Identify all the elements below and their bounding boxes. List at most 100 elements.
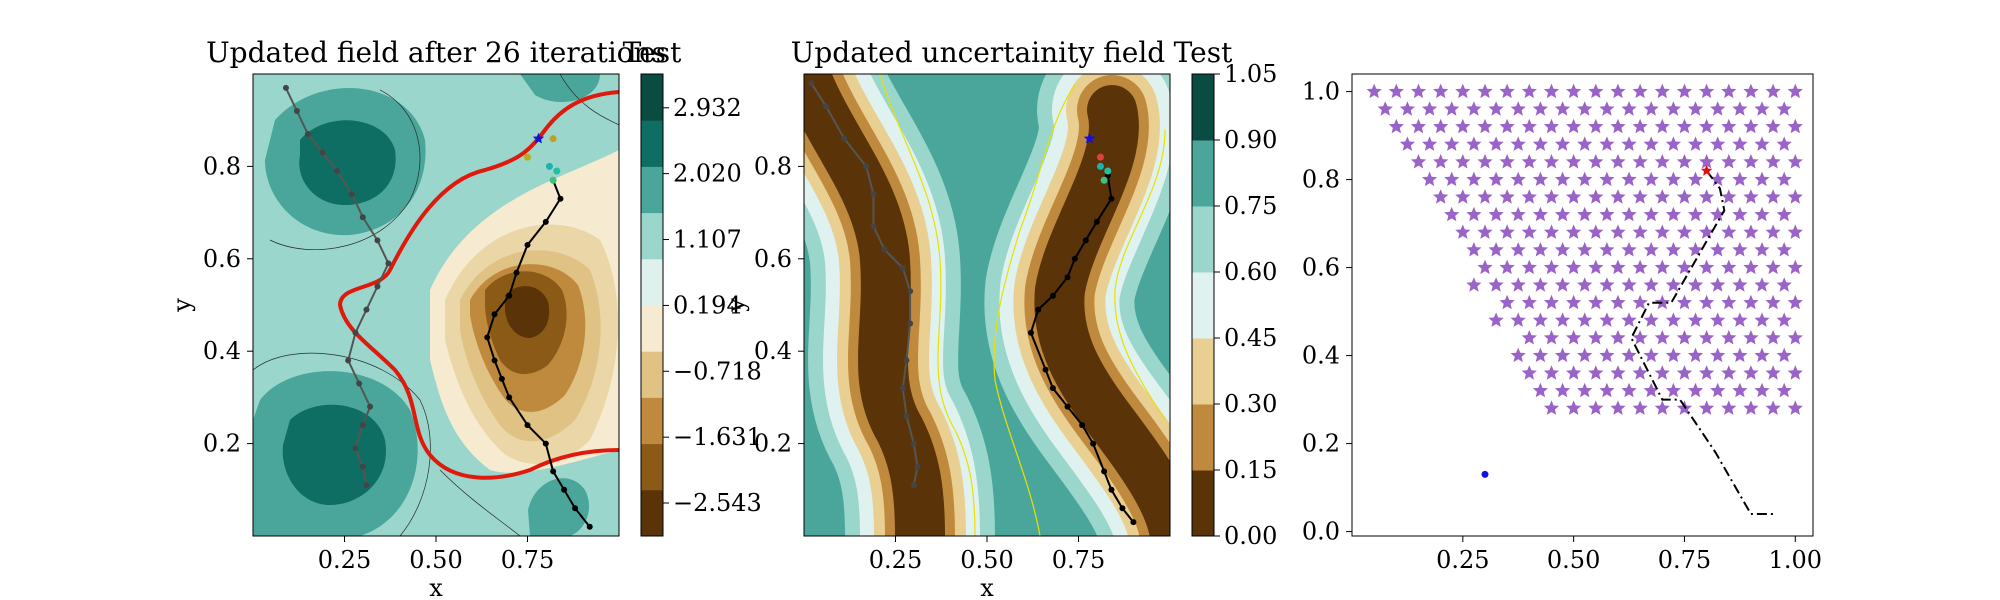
panel-3-scatter: 0.25 0.50 0.75 1.00 0.0 0.2 0.4 0.6 0.8 1.0 [1302, 73, 1822, 574]
exploration-path-black-point [1108, 486, 1115, 493]
exploration-path-black-point [542, 440, 549, 447]
exploration-path-grey-point [808, 80, 815, 87]
candidate-star-marker [1588, 224, 1604, 239]
candidate-star-marker [1754, 382, 1770, 398]
candidate-star-marker [1665, 171, 1681, 187]
candidate-star-marker [1776, 347, 1792, 363]
uncertainty-band-dark-right [1034, 85, 1170, 536]
candidate-star-marker [1621, 242, 1637, 257]
colorbar-level [641, 397, 663, 445]
candidate-star-marker [1743, 154, 1759, 169]
y-tick-label: 0.2 [754, 430, 792, 458]
candidate-star-marker [1466, 277, 1482, 292]
candidate-star-marker [1743, 330, 1759, 345]
exploration-path-black-point [1049, 292, 1056, 299]
candidate-star-marker [1654, 259, 1670, 275]
colorbar-tick-label: 2.932 [673, 94, 742, 122]
candidate-star-marker [1743, 118, 1759, 134]
candidate-star-marker [1599, 277, 1615, 292]
candidate-star-marker [1632, 118, 1648, 134]
candidate-star-marker [1499, 189, 1515, 204]
exploration-path-black-point [1071, 255, 1078, 262]
candidate-star-marker [1676, 189, 1693, 204]
exploration-path-black-point [498, 375, 505, 382]
candidate-star-marker [1699, 118, 1715, 134]
candidate-star-marker [1787, 224, 1803, 239]
colorbar-level [641, 489, 663, 537]
candidate-star-marker [1554, 206, 1571, 222]
y-tick-label: 0.8 [1302, 166, 1340, 194]
candidate-star-marker [1743, 400, 1759, 415]
panel-1-field: 0.25 0.50 0.75 0.2 0.4 0.6 0.8 Updated field … [168, 36, 762, 600]
candidate-star-marker [1410, 154, 1427, 169]
candidate-star-marker [1787, 154, 1803, 169]
candidate-star-marker [1566, 259, 1582, 275]
candidate-star-marker [1732, 242, 1748, 257]
candidate-star-marker [1721, 83, 1737, 99]
colorbar-level [641, 212, 663, 260]
x-tick-label: 0.75 [1052, 546, 1105, 574]
candidate-star-marker [1410, 118, 1427, 134]
candidate-star-marker [1488, 206, 1504, 222]
candidate-star-marker [1566, 330, 1582, 345]
candidate-star-marker [1577, 206, 1593, 222]
candidate-star-marker [1444, 206, 1460, 222]
candidate-star-marker [1765, 365, 1781, 380]
candidate-star-marker [1599, 242, 1615, 257]
candidate-star-marker [1643, 242, 1659, 257]
exploration-path-black-point [491, 311, 498, 318]
candidate-star-marker [1610, 365, 1626, 380]
field-contour-line [269, 89, 421, 250]
field-colorbar-title: Test [623, 36, 682, 69]
y-tick-label: 0.6 [754, 245, 792, 273]
x-tick-label: 0.25 [1436, 546, 1489, 574]
exploration-path-black-point [1101, 468, 1108, 475]
exploration-path-black-point [550, 468, 557, 475]
field-blob-lower-left-core [282, 404, 386, 505]
candidate-star-marker [1710, 242, 1726, 257]
candidate-star-marker [1521, 118, 1537, 134]
candidate-star-marker [1787, 189, 1803, 204]
candidate-star-marker [1577, 382, 1593, 398]
field-x-ticks: 0.25 0.50 0.75 [318, 536, 554, 574]
candidate-star-marker [1710, 277, 1726, 292]
candidate-star-marker [1455, 154, 1471, 169]
candidate-star-marker [1422, 101, 1438, 116]
candidate-star-marker [1599, 382, 1615, 398]
candidate-star-marker [1787, 294, 1803, 310]
candidate-star-marker [1754, 277, 1770, 292]
candidate-star-marker [1699, 224, 1715, 239]
candidate-star-marker [1676, 83, 1693, 99]
candidate-star-marker [1699, 400, 1715, 415]
uncertainty-y-label: y [722, 298, 750, 313]
candidate-star-marker [1599, 171, 1615, 187]
candidate-star-marker [1732, 347, 1748, 363]
x-tick-label: 0.50 [409, 546, 462, 574]
exploration-path-black-point [1093, 218, 1100, 225]
candidate-star-marker [1721, 224, 1737, 239]
candidate-star-marker [1577, 171, 1593, 187]
candidate-star-marker [1710, 347, 1726, 363]
exploration-path-black-point [1049, 385, 1056, 392]
candidate-star-marker [1699, 294, 1715, 310]
field-blob-lower-right [528, 478, 590, 536]
candidate-star-marker [1776, 171, 1792, 187]
field-blob-upper-mid [520, 74, 600, 103]
exploration-path-grey-point [304, 131, 311, 138]
candidate-star-marker [1521, 294, 1537, 310]
exploration-path-grey-point [319, 149, 326, 156]
candidate-star-marker [1765, 294, 1781, 310]
candidate-star-marker [1654, 294, 1670, 310]
exploration-path-grey-point [841, 135, 848, 142]
candidate-star-marker [1532, 136, 1548, 151]
exploration-path-black-point [506, 394, 513, 401]
candidate-star-marker [1776, 206, 1792, 222]
uncertainty-colorbar-ticks: 1.05 0.90 0.75 0.60 0.45 0.30 0.15 0.00 [1214, 60, 1277, 550]
candidate-star-marker [1676, 154, 1693, 169]
x-tick-label: 0.25 [869, 546, 922, 574]
candidate-star-marker [1588, 294, 1604, 310]
candidate-star-marker [1566, 154, 1582, 169]
candidate-star-marker [1676, 259, 1693, 275]
exploration-path-black-point [586, 523, 593, 530]
